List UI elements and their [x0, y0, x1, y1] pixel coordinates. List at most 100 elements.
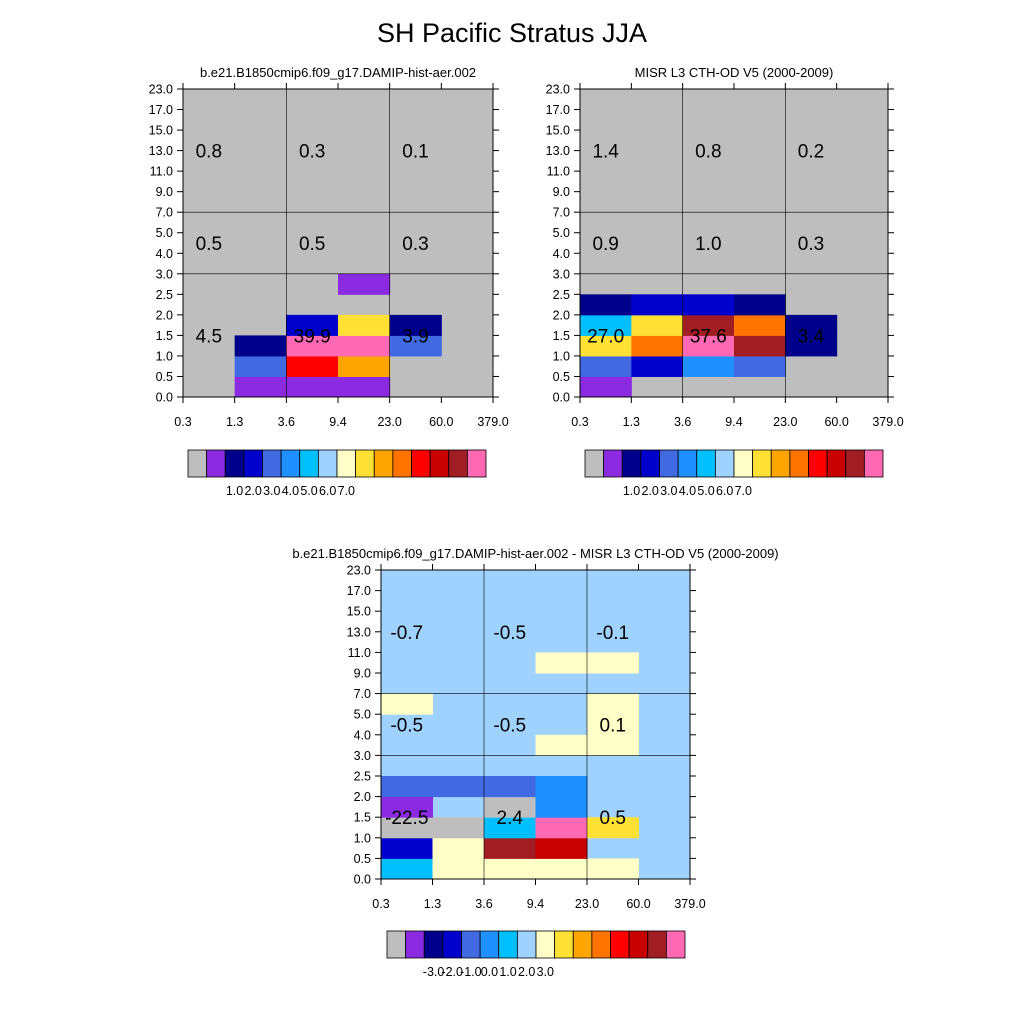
- y-tick-label: 7.0: [156, 206, 173, 220]
- y-tick-label: 15.0: [546, 124, 570, 138]
- colorbar-label: -1.0: [460, 965, 482, 979]
- colorbar-label: 5.0: [697, 484, 714, 498]
- data-label: 0.5: [196, 234, 222, 255]
- x-tick-label: 0.3: [571, 415, 588, 429]
- colorbar-swatch: [498, 930, 518, 959]
- colorbar-swatch: [206, 449, 226, 478]
- colorbar-swatch: [243, 449, 263, 478]
- heatmap-cell: [432, 837, 485, 859]
- y-tick-label: 5.0: [354, 708, 371, 722]
- data-label: 1.0: [695, 234, 721, 255]
- x-tick-label: 23.0: [575, 897, 599, 911]
- colorbar-swatch: [479, 930, 500, 959]
- colorbar-swatch: [628, 930, 649, 959]
- heatmap-cell: [484, 837, 536, 859]
- data-label: 3.9: [402, 326, 428, 347]
- colorbar-label: 3.0: [537, 965, 554, 979]
- data-label: 27.0: [587, 326, 624, 347]
- colorbar-swatch: [621, 449, 642, 478]
- colorbar-label: 7.0: [735, 484, 752, 498]
- colorbar-label: 2.0: [641, 484, 658, 498]
- y-tick-label: 4.0: [354, 728, 371, 742]
- panel-title: b.e21.B1850cmip6.f09_g17.DAMIP-hist-aer.…: [292, 546, 778, 561]
- data-label: 0.1: [600, 716, 626, 737]
- heatmap-cell: [587, 652, 639, 674]
- colorbar-swatch: [516, 930, 537, 959]
- data-label: 0.2: [798, 142, 824, 163]
- heatmap-cell: [734, 314, 786, 336]
- data-label: 0.9: [592, 234, 618, 255]
- heatmap-cell: [587, 734, 639, 756]
- colorbar-swatch: [392, 449, 412, 478]
- colorbar-label: -2.0: [441, 965, 463, 979]
- heatmap-cell: [682, 335, 735, 357]
- panel-title: MISR L3 CTH-OD V5 (2000-2009): [635, 65, 834, 80]
- x-tick-label: 1.3: [424, 897, 441, 911]
- heatmap-cell: [580, 294, 632, 316]
- x-tick-label: 1.3: [623, 415, 640, 429]
- data-label: -0.7: [390, 623, 423, 644]
- heatmap-cell: [734, 294, 786, 316]
- x-tick-label: 60.0: [824, 415, 848, 429]
- heatmap-cell: [734, 355, 786, 377]
- colorbar-swatch: [733, 449, 754, 478]
- colorbar-label: 5.0: [300, 484, 317, 498]
- colorbar-label: 6.0: [319, 484, 336, 498]
- heatmap-cell: [432, 858, 485, 880]
- colorbar-label: 1.0: [623, 484, 640, 498]
- heatmap-cell: [631, 335, 684, 357]
- colorbar-swatch: [461, 930, 481, 959]
- data-label: -0.1: [596, 623, 629, 644]
- colorbar-swatch: [317, 449, 338, 478]
- heatmap-cell: [631, 314, 684, 336]
- heatmap-panel-3: 0.0 0.5 1.0 1.5 2.0 2.5 3.0 4.0 5.0 7.0 9.0 11.0 13.…: [292, 546, 778, 979]
- data-label: -0.5: [493, 716, 526, 737]
- y-tick-label: 0.5: [156, 370, 173, 384]
- colorbar-swatch: [448, 449, 468, 478]
- heatmap-cell: [587, 714, 639, 736]
- colorbar-swatch: [535, 930, 556, 959]
- colorbar-swatch: [603, 449, 623, 478]
- x-tick-label: 3.6: [674, 415, 691, 429]
- heatmap-cell: [286, 314, 339, 336]
- heatmap-cell: [381, 776, 433, 798]
- data-label: 0.5: [600, 808, 626, 829]
- heatmap-cell: [587, 817, 639, 839]
- colorbar-swatch: [572, 930, 593, 959]
- heatmap-cell: [535, 796, 588, 818]
- heatmap-cell: [381, 817, 433, 839]
- colorbar-swatch: [808, 449, 828, 478]
- colorbar-swatch: [863, 449, 884, 478]
- y-tick-label: 9.0: [156, 185, 173, 199]
- colorbar-swatch: [429, 449, 450, 478]
- x-tick-label: 60.0: [429, 415, 453, 429]
- x-tick-label: 0.3: [372, 897, 389, 911]
- y-tick-label: 1.5: [553, 329, 570, 343]
- heatmap-cell: [381, 837, 433, 859]
- y-tick-label: 3.0: [553, 267, 570, 281]
- heatmap-cell: [389, 314, 442, 336]
- data-label: 4.5: [196, 326, 222, 347]
- data-label: 2.4: [497, 808, 524, 829]
- heatmap-cell: [580, 355, 632, 377]
- colorbar-swatch: [411, 449, 431, 478]
- y-tick-label: 0.5: [354, 852, 371, 866]
- y-tick-label: 17.0: [149, 103, 173, 117]
- y-tick-label: 4.0: [156, 247, 173, 261]
- y-tick-label: 11.0: [150, 165, 173, 179]
- colorbar-swatch: [405, 930, 425, 959]
- x-tick-label: 0.3: [174, 415, 191, 429]
- heatmap-cell: [286, 376, 339, 398]
- heatmap-cell: [381, 858, 433, 880]
- heatmap-cell: [338, 314, 391, 336]
- y-tick-label: 0.0: [354, 873, 371, 887]
- data-label: 39.9: [294, 326, 331, 347]
- colorbar-swatch: [752, 449, 772, 478]
- heatmap-cell: [389, 335, 442, 357]
- heatmap-cell: [580, 376, 632, 398]
- y-tick-label: 2.5: [156, 288, 173, 302]
- colorbar-label: 3.0: [263, 484, 280, 498]
- heatmap-panel-1: 0.00.51.01.52.02.53.04.05.07.09.011.013.…: [149, 65, 509, 498]
- heatmap-cell: [234, 335, 287, 357]
- data-label: 0.8: [695, 142, 721, 163]
